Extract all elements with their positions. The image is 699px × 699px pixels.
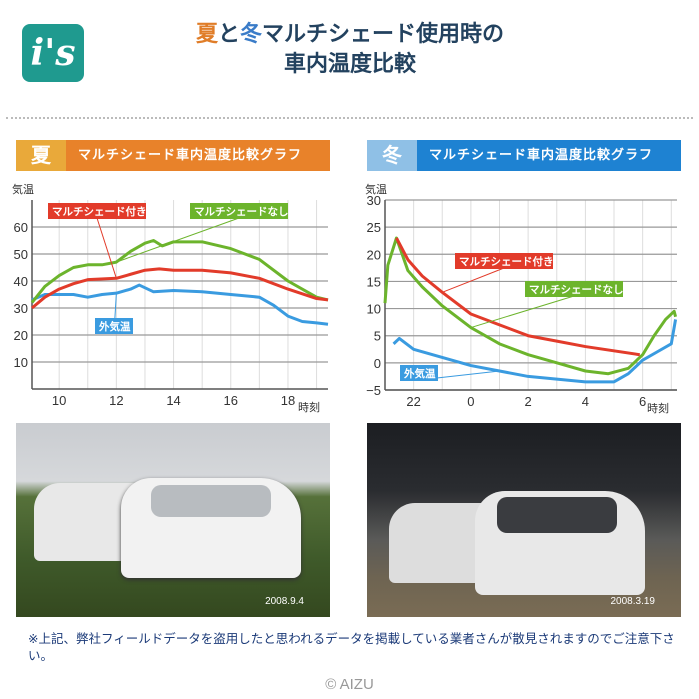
y-tick-label: 50	[14, 247, 28, 262]
winter-badge: 冬	[367, 140, 417, 171]
y-tick-label: 20	[14, 328, 28, 343]
y-axis-label: 気温	[365, 182, 387, 196]
y-tick-label: −5	[366, 383, 381, 398]
x-tick-label: 14	[166, 393, 180, 408]
y-tick-label: 25	[367, 220, 381, 235]
x-tick-label: 10	[52, 393, 66, 408]
legend-label: マルチシェードなし	[529, 284, 624, 296]
y-tick-label: 5	[374, 329, 381, 344]
x-tick-label: 0	[467, 394, 474, 409]
x-axis-label: 時刻	[298, 400, 320, 414]
summer-photo: 2008.9.4	[16, 423, 330, 617]
x-tick-label: 22	[406, 394, 420, 409]
winter-photo: 2008.3.19	[367, 423, 681, 617]
series-line-outside-temp	[392, 319, 678, 384]
title-rest: マルチシェード使用時の	[262, 22, 505, 47]
brand-logo: i's	[22, 24, 84, 82]
summer-badge: 夏	[16, 140, 66, 171]
car-window	[497, 497, 617, 533]
y-tick-label: 0	[374, 356, 381, 371]
legend-label-box	[455, 253, 553, 269]
y-tick-label: 15	[367, 274, 381, 289]
x-tick-label: 6	[639, 394, 646, 409]
photo-date: 2008.9.4	[265, 596, 304, 607]
legend-leader-line	[470, 295, 575, 329]
y-tick-label: 10	[367, 302, 381, 317]
x-tick-label: 2	[525, 394, 532, 409]
x-tick-label: 16	[224, 393, 238, 408]
series-line-without-shade	[383, 236, 678, 376]
warning-note: ※上記、弊社フィールドデータを盗用したと思われるデータを掲載している業者さんが散…	[28, 631, 675, 663]
legend-leader-line	[96, 217, 117, 279]
legend-label: マルチシェード付き	[52, 205, 147, 218]
x-tick-label: 18	[281, 393, 295, 408]
legend-label-box	[525, 281, 623, 297]
legend-label: 外気温	[403, 367, 436, 380]
legend-label: マルチシェードなし	[194, 206, 289, 218]
legend-label-box	[400, 365, 438, 381]
y-axis-label: 気温	[12, 182, 34, 196]
legend-leader-line	[116, 217, 240, 263]
legend-label-box	[48, 203, 146, 219]
y-tick-label: 30	[367, 193, 381, 208]
car-window	[151, 485, 271, 517]
legend-label: 外気温	[98, 320, 131, 333]
legend-label-box	[95, 318, 133, 334]
page-title: 夏と冬マルチシェード使用時の 車内温度比較	[120, 20, 580, 80]
y-tick-label: 30	[14, 301, 28, 316]
series-line-outside-temp	[31, 283, 329, 326]
legend-label-box	[190, 203, 288, 219]
winter-chart-header: 冬 マルチシェード車内温度比較グラフ	[367, 140, 681, 171]
legend-leader-line	[442, 267, 505, 293]
x-tick-label: 4	[582, 394, 589, 409]
legend-label: マルチシェード付き	[459, 255, 554, 268]
copyright: © AIZU	[325, 676, 374, 693]
divider	[6, 117, 693, 119]
series-line-with-shade	[395, 237, 641, 357]
summer-chart-title: マルチシェード車内温度比較グラフ	[66, 140, 330, 171]
title-and: と	[217, 22, 240, 47]
winter-chart-title: マルチシェード車内温度比較グラフ	[417, 140, 681, 171]
summer-chart-header: 夏 マルチシェード車内温度比較グラフ	[16, 140, 330, 171]
title-line2: 車内温度比較	[283, 52, 416, 77]
photo-date: 2008.3.19	[610, 596, 656, 607]
y-tick-label: 20	[367, 247, 381, 262]
y-tick-label: 60	[14, 220, 28, 235]
title-summer: 夏	[195, 22, 218, 47]
y-tick-label: 10	[14, 355, 28, 370]
x-axis-label: 時刻	[647, 401, 669, 415]
series-line-without-shade	[30, 239, 329, 304]
series-line-with-shade	[31, 267, 329, 310]
title-winter: 冬	[240, 22, 263, 47]
y-tick-label: 40	[14, 274, 28, 289]
x-tick-label: 12	[109, 393, 123, 408]
